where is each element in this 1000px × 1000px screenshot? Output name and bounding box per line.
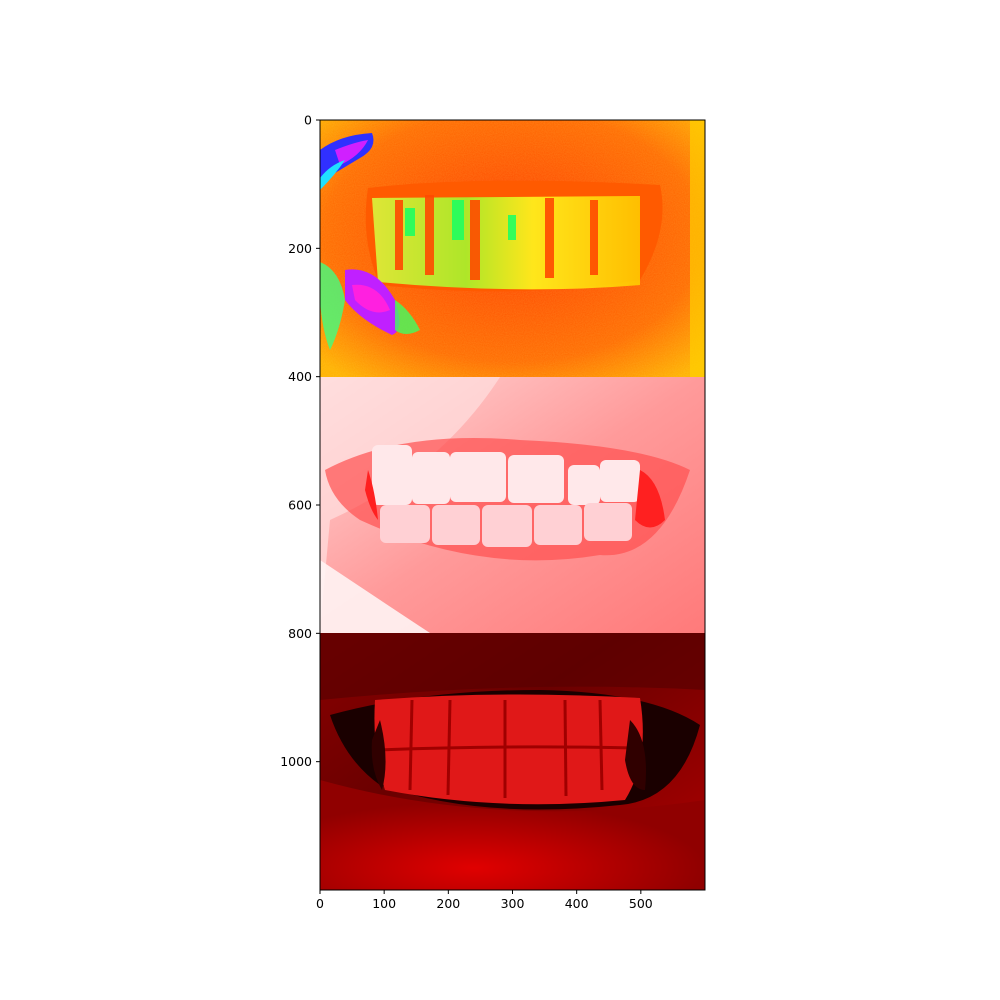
hsv-colormap-mouth bbox=[320, 120, 705, 377]
image-area bbox=[320, 120, 705, 890]
y-tick-label: 600 bbox=[288, 498, 312, 513]
y-tick-label: 400 bbox=[288, 369, 312, 384]
x-tick-label: 300 bbox=[501, 896, 525, 911]
x-tick-label: 500 bbox=[629, 896, 653, 911]
y-tick-label: 0 bbox=[304, 113, 312, 128]
x-tick-label: 400 bbox=[565, 896, 589, 911]
reds-light-colormap-mouth bbox=[320, 377, 705, 633]
x-axis: 0 100 200 300 400 500 bbox=[316, 890, 653, 911]
y-axis: 0 200 400 600 800 1000 bbox=[280, 113, 320, 769]
x-tick-label: 0 bbox=[316, 896, 324, 911]
x-tick-label: 100 bbox=[372, 896, 396, 911]
red-channel-mouth bbox=[320, 633, 705, 890]
x-tick-label: 200 bbox=[436, 896, 460, 911]
y-tick-label: 200 bbox=[288, 241, 312, 256]
y-tick-label: 800 bbox=[288, 626, 312, 641]
y-tick-label: 1000 bbox=[280, 754, 312, 769]
